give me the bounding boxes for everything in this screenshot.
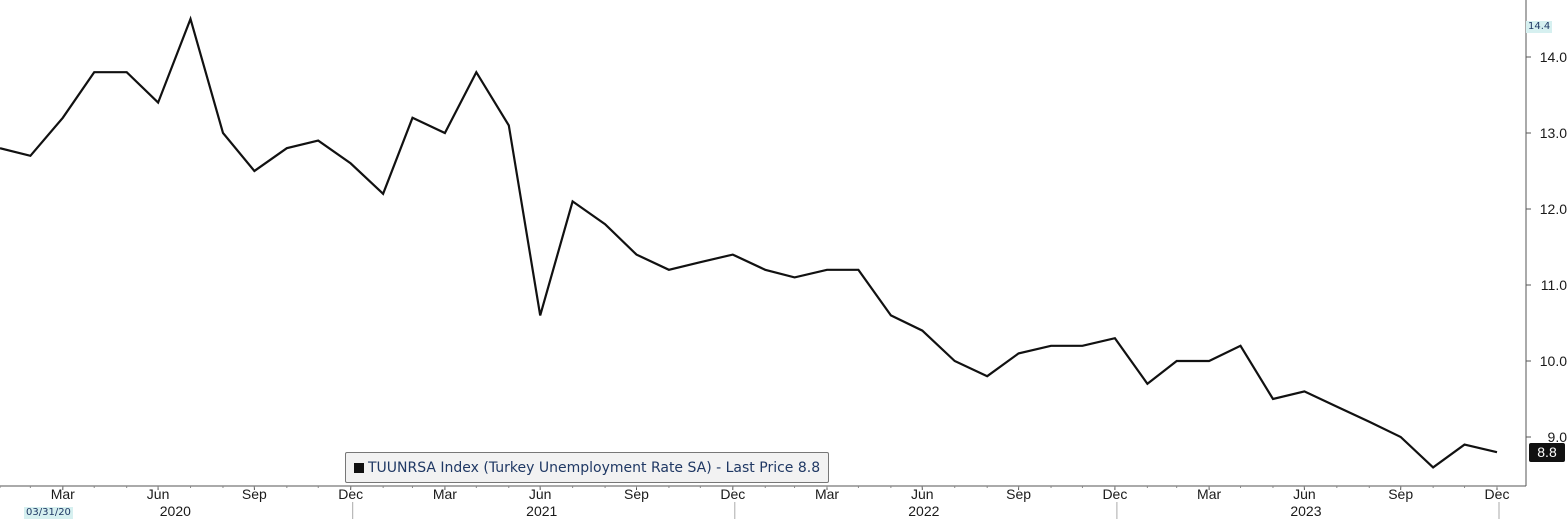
y-tick-label: 9.0: [1548, 429, 1567, 445]
y-tick-label: 14.0: [1540, 49, 1567, 65]
y-tick-label: 11.0: [1541, 277, 1567, 293]
series-line-tuunrsa: [0, 15, 1498, 469]
y-tick-label: 12.0: [1540, 201, 1567, 217]
x-tick-label: Mar: [1197, 486, 1221, 502]
x-axis: Mar Jun Sep Dec Mar Jun Sep Dec Mar Jun Sep Dec Mar J…: [0, 485, 1526, 519]
y-tick-label: 10.0: [1540, 353, 1567, 369]
year-label: 2022: [908, 503, 939, 519]
legend-text: TUUNRSA Index (Turkey Unemployment Rate …: [368, 459, 821, 476]
x-tick-label: Sep: [242, 486, 267, 502]
x-tick-label: Jun: [529, 486, 552, 502]
year-label: 2021: [526, 503, 557, 519]
x-tick-label: Sep: [1006, 486, 1031, 502]
x-tick-label: Dec: [720, 486, 745, 502]
x-tick-label: Mar: [51, 486, 75, 502]
y-tick-label: 13.0: [1540, 125, 1567, 141]
x-tick-label: Jun: [1293, 486, 1316, 502]
year-label: 2020: [160, 503, 191, 519]
x-tick-label: Mar: [815, 486, 839, 502]
cursor-date-badge: 03/31/20: [24, 507, 73, 519]
x-tick-label: Sep: [1388, 486, 1413, 502]
x-tick-label: Mar: [433, 486, 457, 502]
year-label: 2023: [1290, 503, 1321, 519]
x-tick-label: Jun: [911, 486, 934, 502]
x-tick-label: Jun: [147, 486, 170, 502]
x-tick-label: Dec: [338, 486, 363, 502]
y-axis: 9.0 10.0 11.0 12.0 13.0 14.0: [1525, 0, 1567, 486]
x-tick-label: Sep: [624, 486, 649, 502]
legend: TUUNRSA Index (Turkey Unemployment Rate …: [345, 452, 829, 483]
max-value-badge: 14.4: [1526, 21, 1553, 33]
x-tick-label: Dec: [1102, 486, 1127, 502]
series-lines: [0, 15, 1498, 469]
x-tick-label: Dec: [1485, 486, 1510, 502]
last-value-badge: 8.8: [1529, 443, 1565, 462]
legend-swatch: [354, 462, 364, 473]
